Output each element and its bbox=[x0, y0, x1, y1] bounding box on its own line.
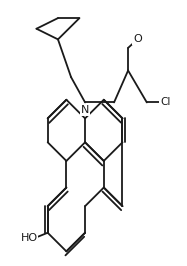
Text: HO: HO bbox=[20, 233, 38, 243]
Text: N: N bbox=[81, 105, 89, 115]
Text: O: O bbox=[133, 34, 142, 44]
Text: Cl: Cl bbox=[160, 97, 171, 107]
